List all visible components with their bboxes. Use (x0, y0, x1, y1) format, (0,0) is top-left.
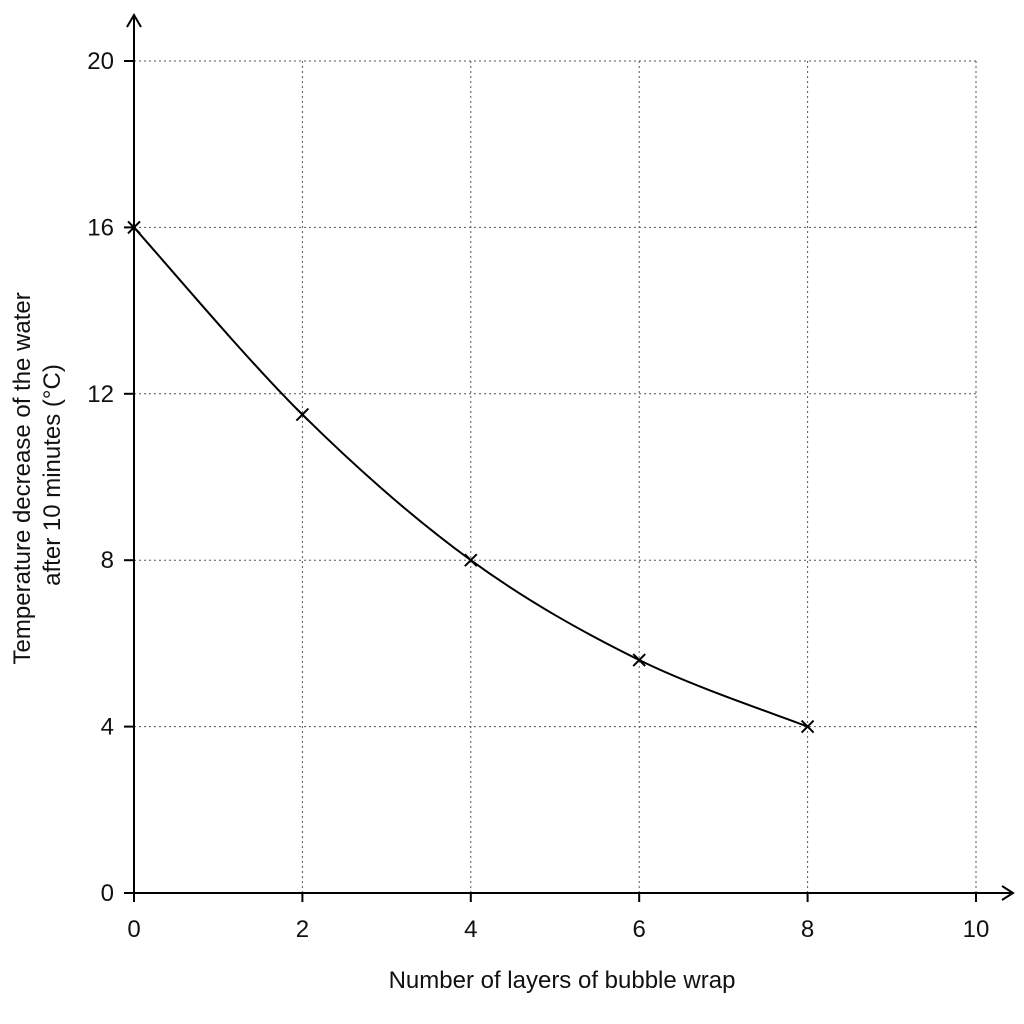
x-axis-title: Number of layers of bubble wrap (389, 967, 736, 994)
x-axis-arrowhead (1001, 885, 1015, 901)
x-tick-label: 0 (127, 916, 140, 943)
data-point-x-marker (464, 553, 478, 567)
y-tick-label: 20 (87, 48, 114, 75)
y-tick-label: 16 (87, 214, 114, 241)
x-tick-label: 2 (296, 916, 309, 943)
x-tick-label: 8 (801, 916, 814, 943)
y-tick-label: 8 (101, 547, 114, 574)
y-tick-label: 4 (101, 714, 114, 741)
axes (124, 13, 1015, 902)
plot-area (127, 220, 815, 734)
marker-stroke (127, 220, 141, 235)
data-point-x-marker (800, 719, 815, 734)
x-tick-label: 6 (633, 916, 646, 943)
marker-stroke (464, 553, 478, 567)
data-point-x-marker (127, 220, 141, 235)
marker-stroke (632, 653, 646, 667)
marker-stroke (800, 719, 815, 734)
y-axis-arrowhead (126, 13, 142, 28)
tick-labels: 0 4 8 12 16 20 0 2 4 6 8 10 (87, 48, 989, 943)
y-tick-label: 0 (101, 880, 114, 907)
data-point-x-marker (295, 407, 310, 422)
y-axis-title-line-1: Temperature decrease of the water (9, 292, 36, 664)
x-tick-label: 4 (464, 916, 477, 943)
marker-stroke (295, 407, 310, 422)
data-point-x-marker (632, 653, 646, 667)
y-axis-title: Temperature decrease of the water after … (9, 286, 66, 665)
x-tick-label: 10 (963, 916, 990, 943)
y-axis-title-line-2: after 10 minutes (°C) (39, 364, 66, 586)
y-tick-label: 12 (87, 381, 114, 408)
grid (134, 60, 977, 893)
